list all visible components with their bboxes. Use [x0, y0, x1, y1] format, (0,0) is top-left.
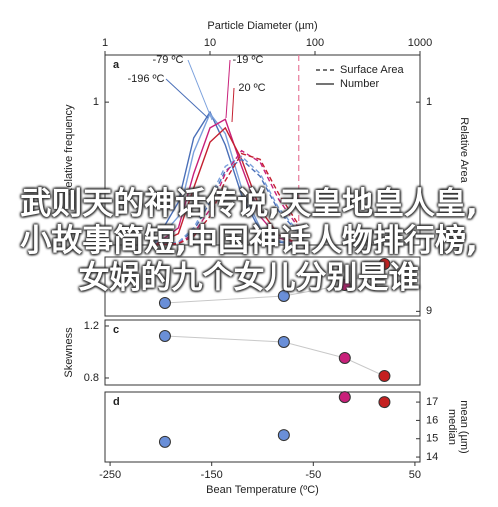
y2-axis-label: median: [446, 409, 458, 445]
x-tick-label: 50: [409, 469, 421, 481]
panel-label: a: [113, 59, 120, 71]
annotation-leader: [165, 78, 209, 119]
panel-frame: [104, 319, 421, 386]
y2-tick-label: 17: [426, 396, 438, 408]
x-tick-label: 1: [102, 37, 108, 49]
overlay-text: 武则天的神话传说,天皇地皇人皇,小故事简短,中国神话人物排行榜,女娲的九个女儿分…: [20, 186, 478, 296]
annotation-leader: [231, 87, 235, 123]
point: [338, 391, 351, 404]
y-axis-label: Skewness: [63, 327, 75, 378]
x-tick-label: -250: [99, 469, 121, 481]
series-line: [155, 155, 300, 246]
point: [378, 370, 391, 383]
legend-label: Surface Area: [340, 64, 404, 76]
series-line: [154, 126, 299, 246]
series-line: [154, 118, 299, 246]
y-tick-label: 1.2: [84, 320, 99, 332]
series-line: [154, 110, 299, 246]
panel-frame: [104, 391, 421, 463]
point: [277, 429, 290, 442]
point: [158, 296, 171, 309]
annotation: -79 ºC: [153, 54, 184, 66]
y2-tick-label: 15: [426, 433, 438, 445]
x-tick-label: -150: [201, 469, 223, 481]
annotation-leader: [225, 59, 231, 119]
point: [338, 351, 351, 364]
point: [158, 329, 171, 342]
legend-label: Number: [340, 78, 379, 90]
annotation-leader: [187, 59, 213, 121]
point: [158, 435, 171, 448]
top-axis-title: Particle Diameter (µm): [207, 20, 317, 32]
y2-tick-label: 9: [426, 305, 432, 317]
annotation: -19 ºC: [233, 54, 264, 66]
panel-label: c: [113, 324, 119, 336]
x-tick-label: 10: [204, 37, 216, 49]
panel-frame: [104, 54, 421, 246]
trend-line: [164, 335, 385, 377]
y2-tick-label: 16: [426, 414, 438, 426]
point: [378, 257, 391, 270]
point: [338, 278, 351, 291]
y-axis-label: Relative frequency: [63, 104, 75, 196]
point: [277, 335, 290, 348]
point: [277, 289, 290, 302]
trend-line: [164, 263, 385, 304]
y2-axis-label: Relative Area: [458, 117, 470, 183]
panel-frame: [104, 256, 421, 317]
panel-label: d: [113, 396, 120, 408]
y2-tick-label: 14: [426, 451, 438, 463]
x-tick-label: -50: [305, 469, 321, 481]
x-tick-label: 100: [306, 37, 324, 49]
y2-tick-label: 1: [426, 96, 432, 108]
y2-axis-label: mean (µm): [458, 400, 470, 453]
series-line: [155, 149, 300, 246]
annotation: -196 ºC: [127, 73, 164, 85]
series-line: [154, 112, 299, 246]
x-tick-label: 1000: [408, 37, 432, 49]
annotation: 20 ºC: [238, 82, 265, 94]
point: [378, 396, 391, 409]
y-tick-label: 0.8: [84, 372, 99, 384]
series-line: [155, 152, 300, 246]
y-tick-label: 1: [93, 96, 99, 108]
panel-label: b: [113, 261, 120, 273]
x-axis-label: Bean Temperature (ºC): [206, 484, 319, 496]
